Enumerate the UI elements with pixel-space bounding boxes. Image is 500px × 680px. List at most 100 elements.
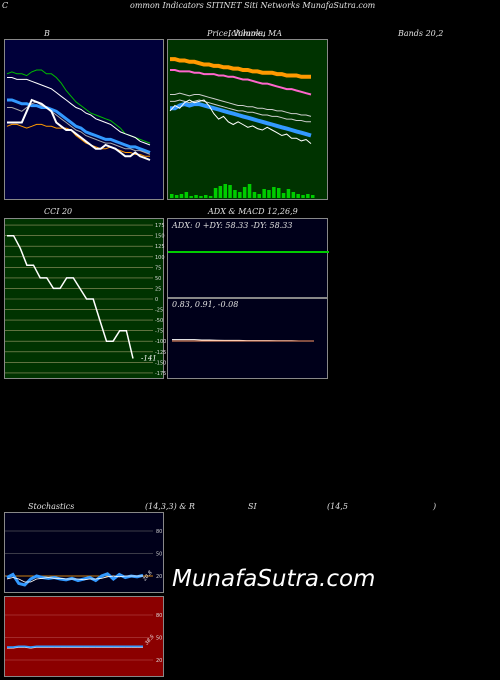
stoch-tick-label: 80 <box>156 529 162 535</box>
cci-tick-label: 50 <box>155 276 161 282</box>
cci-line <box>7 234 134 359</box>
volume-bar <box>306 194 310 198</box>
rsi-signal-line <box>7 647 143 649</box>
volume-bar <box>301 195 305 198</box>
cci-tick-label: 100 <box>155 255 165 261</box>
price-series-4 <box>170 102 312 138</box>
volume-bar <box>204 195 208 198</box>
volume-bar <box>242 187 247 198</box>
cci-tick-label: -75 <box>155 329 163 335</box>
cci-tick-label: 150 <box>155 234 165 240</box>
price-chart <box>169 57 315 198</box>
title-stoch-e: ) <box>433 502 437 511</box>
cci-tick-label: -175 <box>155 371 166 377</box>
volume-bar <box>277 188 281 198</box>
price-series-3 <box>170 99 311 123</box>
price-series-5 <box>169 99 312 144</box>
rsi-tick-label: 20 <box>156 658 162 664</box>
stoch-last-label: 20.8 <box>141 570 153 583</box>
volume-bar <box>194 195 198 198</box>
rsi-last-label: 38.5 <box>144 634 156 646</box>
volume-bar <box>218 186 223 198</box>
volume-bar <box>311 195 315 198</box>
cci-tick-label: -100 <box>155 339 166 345</box>
volume-bar <box>184 192 189 198</box>
volume-bar <box>247 184 252 198</box>
cci-tick-label: 175 <box>155 223 165 229</box>
volume-bar <box>189 196 193 198</box>
title-bands: Bands 20,2 <box>398 29 444 38</box>
volume-bar <box>170 194 174 198</box>
volume-bar <box>208 196 213 198</box>
title-stoch-d: (14,5 <box>327 502 348 511</box>
cci-tick-label: -125 <box>155 350 166 356</box>
title-stoch-a: Stochastics <box>28 502 75 511</box>
cci-tick-label: 125 <box>155 244 165 250</box>
cci-tick-label: -25 <box>155 308 163 314</box>
stoch-d-line <box>6 575 143 583</box>
volume-bar <box>257 194 261 198</box>
bollinger-series-1 <box>7 77 151 146</box>
header-center: ommon Indicators SITINET Siti Networks M… <box>130 1 376 10</box>
title-stoch-c: SI <box>248 502 257 511</box>
title-cci: CCI 20 <box>44 207 73 216</box>
volume-bar <box>286 189 291 198</box>
volume-bar <box>296 194 300 198</box>
volume-bar <box>213 188 218 198</box>
stoch-tick-label: 50 <box>156 552 162 558</box>
rsi-tick-label: 80 <box>156 613 162 619</box>
cci-chart: 175 150 125 100 75 50 25 0 -25 -50 -75 -100 -125 -150… <box>5 223 166 377</box>
macd-label: 0.83, 0.91, -0.08 <box>172 300 239 309</box>
bollinger-series-3 <box>7 101 151 155</box>
stoch-k-line <box>6 572 144 587</box>
rsi-chart: 80 50 20 38.5 <box>5 613 162 664</box>
cci-tick-label: 75 <box>155 265 161 271</box>
volume-bar <box>262 189 266 198</box>
volume-bar <box>252 192 257 198</box>
volume-bar <box>199 196 203 198</box>
rsi-line <box>7 645 143 649</box>
adx-label: ADX: 0 +DY: 58.33 -DY: 58.33 <box>172 221 293 230</box>
macd-chart <box>172 339 314 342</box>
title-price: Price, Volume, MA <box>207 29 283 38</box>
stochastics-panel: 80 50 20 20.8 <box>4 512 164 593</box>
cci-tick-label: 0 <box>155 297 158 303</box>
cci-tick-label: -50 <box>155 318 163 324</box>
header-left: C <box>2 1 9 10</box>
cci-tick-label: 25 <box>155 286 161 292</box>
volume-bar <box>174 195 179 198</box>
bollinger-chart <box>6 69 151 161</box>
volume-bar <box>223 184 227 198</box>
rsi-tick-label: 50 <box>156 636 162 642</box>
macd-panel: 0.83, 0.91, -0.08 <box>167 298 328 379</box>
cci-tick-label: -150 <box>155 360 166 366</box>
cci-panel: 175 150 125 100 75 50 25 0 -25 -50 -75 -100 -125 -150… <box>4 218 166 379</box>
price-series-0 <box>170 57 311 79</box>
bollinger-series-2 <box>7 98 151 154</box>
title-price-overlay: Ichimoku <box>228 29 266 38</box>
title-b: B <box>44 29 50 38</box>
bollinger-series-4 <box>6 123 150 157</box>
volume-bar <box>238 192 242 198</box>
volume-bar <box>281 193 286 198</box>
cci-last-label: -141 <box>141 355 157 363</box>
volume-bar <box>228 185 232 198</box>
title-adx-macd: ADX & MACD 12,26,9 <box>208 207 298 216</box>
adx-chart <box>168 251 329 253</box>
price-panel <box>167 39 328 200</box>
watermark: MunafaSutra.com <box>172 566 376 592</box>
title-stoch-b: (14,3,3) & R <box>145 502 195 511</box>
volume-bar <box>272 187 276 198</box>
rsi-panel: 80 50 20 38.5 <box>4 596 164 677</box>
bollinger-series-5 <box>7 98 151 161</box>
volume-bar <box>267 190 271 198</box>
bollinger-panel <box>4 39 164 200</box>
stoch-tick-label: 20 <box>156 574 162 580</box>
price-series-1 <box>170 69 312 96</box>
price-series-2 <box>170 92 312 117</box>
volume-bar <box>179 194 184 198</box>
volume-bar <box>233 190 237 198</box>
volume-bar <box>291 192 296 198</box>
adx-panel: ADX: 0 +DY: 58.33 -DY: 58.33 <box>167 218 329 298</box>
